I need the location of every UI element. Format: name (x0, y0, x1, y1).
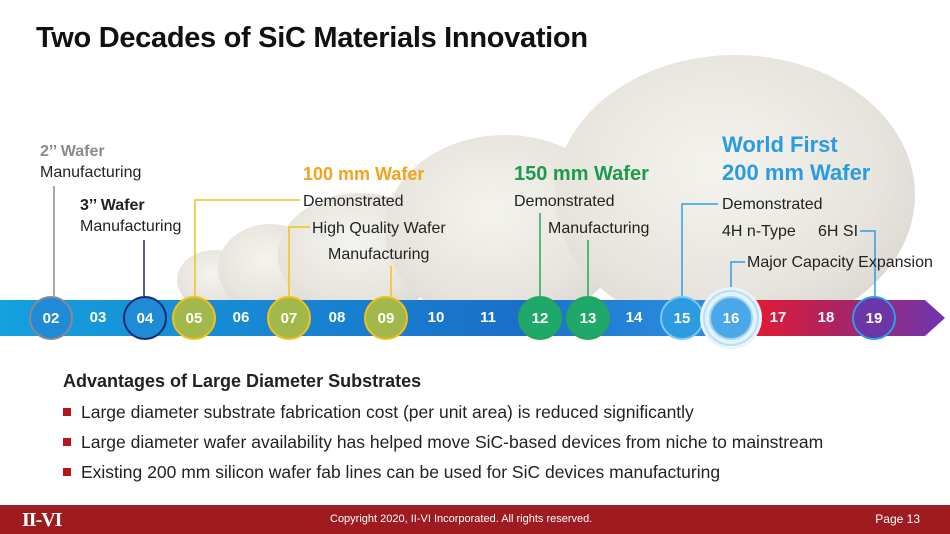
page-title: Two Decades of SiC Materials Innovation (36, 22, 588, 54)
wafer150-manufacturing: Manufacturing (548, 220, 650, 237)
wafer2-size-label: 2’’ Wafer (40, 143, 105, 160)
timeline-node-07: 07 (267, 296, 311, 340)
timeline-node-19: 19 (852, 296, 896, 340)
wafer200-demonstrated: Demonstrated (722, 196, 823, 213)
timeline-node-09: 09 (364, 296, 408, 340)
bullet-square-icon (63, 438, 71, 446)
advantages-title: Advantages of Large Diameter Substrates (63, 371, 422, 391)
copyright-text: Copyright 2020, II-VI Incorporated. All … (330, 513, 593, 525)
timeline-year-03: 03 (89, 309, 107, 326)
timeline-year-06: 06 (232, 309, 250, 326)
wafer100-high-quality: High Quality Wafer (312, 220, 446, 237)
wafer100-title: 100 mm Wafer (303, 164, 425, 184)
timeline-node-04: 04 (123, 296, 167, 340)
wafer3-size-label: 3’’ Wafer (80, 197, 145, 214)
advantage-item: Large diameter substrate fabrication cos… (63, 402, 823, 432)
timeline-arrow (0, 300, 945, 336)
timeline-node-05: 05 (172, 296, 216, 340)
advantages-list: Large diameter substrate fabrication cos… (63, 402, 823, 492)
timeline-node-16: 16 (709, 296, 753, 340)
wafer200-title-line2: 200 mm Wafer (722, 160, 871, 185)
timeline-node-12: 12 (518, 296, 562, 340)
wafer150-title: 150 mm Wafer (514, 163, 649, 185)
advantage-item: Existing 200 mm silicon wafer fab lines … (63, 462, 823, 492)
wafer200-title-line1: World First (722, 132, 838, 157)
wafer3-text-label: Manufacturing (80, 218, 182, 235)
wafer2-text-label: Manufacturing (40, 164, 142, 181)
company-logo: II-VI (22, 509, 62, 531)
wafer200-ntype: 4H n-Type (722, 223, 796, 240)
bullet-square-icon (63, 468, 71, 476)
wafer100-demonstrated: Demonstrated (303, 193, 404, 210)
timeline-node-13: 13 (566, 296, 610, 340)
timeline-node-02: 02 (29, 296, 73, 340)
wafer100-manufacturing: Manufacturing (328, 246, 430, 263)
advantage-item: Large diameter wafer availability has he… (63, 432, 823, 462)
footer-bar (0, 505, 950, 534)
page-number: Page 13 (875, 512, 920, 526)
timeline-year-08: 08 (328, 309, 346, 326)
timeline-year-18: 18 (817, 309, 835, 326)
timeline-year-10: 10 (427, 309, 445, 326)
wafer200-si: 6H SI (818, 223, 859, 240)
timeline-node-15: 15 (660, 296, 704, 340)
timeline-year-11: 11 (480, 309, 496, 326)
bullet-square-icon (63, 408, 71, 416)
wafer150-demonstrated: Demonstrated (514, 193, 615, 210)
timeline-year-17: 17 (769, 309, 787, 326)
timeline-year-14: 14 (625, 309, 643, 326)
wafer-200mm (555, 55, 915, 335)
wafer200-capacity-expansion: Major Capacity Expansion (747, 254, 933, 271)
